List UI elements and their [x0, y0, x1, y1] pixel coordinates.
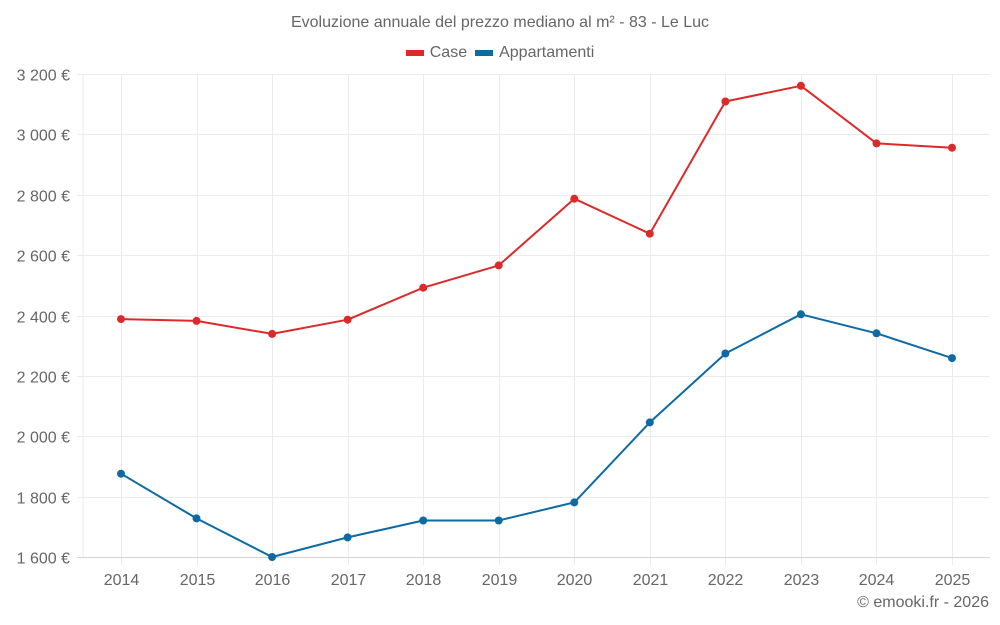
x-tick-label: 2021: [633, 572, 669, 589]
axes: 1 600 € 1 800 € 2 000 € 2 200 € 2 400 € 2 600…: [17, 68, 990, 589]
legend: Case Appartamenti: [0, 44, 1000, 62]
y-tick-label: 2 800 €: [17, 189, 70, 206]
x-tick-label: 2019: [482, 572, 518, 589]
data-point-case[interactable]: [570, 194, 579, 203]
chart-title: Evoluzione annuale del prezzo mediano al…: [290, 14, 710, 31]
legend-swatch-case: [405, 50, 424, 56]
data-point-appartamenti[interactable]: [872, 329, 881, 338]
y-tick-label: 2 200 €: [17, 370, 70, 387]
y-tick-label: 1 600 €: [17, 551, 70, 568]
data-point-case[interactable]: [872, 139, 881, 148]
series-case: [117, 81, 956, 338]
y-tick-label: 3 200 €: [17, 68, 70, 85]
x-tick-label: 2018: [406, 572, 442, 589]
series-appartamenti: [117, 310, 956, 561]
data-point-case[interactable]: [419, 283, 428, 292]
series-line-case: [120, 84, 953, 335]
data-point-appartamenti[interactable]: [721, 349, 730, 358]
data-point-appartamenti[interactable]: [570, 498, 579, 507]
grid: [77, 74, 990, 565]
x-tick-label: 2015: [180, 572, 216, 589]
y-tick-label: 1 800 €: [17, 491, 70, 508]
series: [117, 81, 956, 561]
x-tick-label: 2024: [859, 572, 895, 589]
legend-label-case: Case: [429, 44, 468, 61]
legend-item-case[interactable]: Case: [405, 44, 468, 62]
series-line-appartamenti: [120, 313, 953, 558]
legend-label-appartamenti: Appartamenti: [499, 44, 595, 61]
data-point-appartamenti[interactable]: [268, 553, 277, 561]
data-point-case[interactable]: [721, 97, 730, 106]
data-point-case[interactable]: [645, 229, 654, 238]
data-point-case[interactable]: [192, 316, 201, 325]
data-point-appartamenti[interactable]: [645, 418, 654, 427]
y-tick-label: 2 600 €: [17, 249, 70, 266]
x-tick-label: 2023: [784, 572, 820, 589]
y-tick-label: 3 000 €: [17, 128, 70, 145]
data-point-case[interactable]: [268, 329, 277, 338]
x-tick-label: 2022: [708, 572, 744, 589]
data-point-case[interactable]: [494, 261, 503, 270]
data-point-appartamenti[interactable]: [796, 310, 805, 319]
y-tick-label: 2 000 €: [17, 430, 70, 447]
data-point-appartamenti[interactable]: [192, 514, 201, 523]
data-point-case[interactable]: [343, 315, 352, 324]
data-point-appartamenti[interactable]: [494, 516, 503, 525]
x-tick-label: 2020: [557, 572, 593, 589]
data-point-appartamenti[interactable]: [948, 354, 956, 363]
legend-item-appartamenti[interactable]: Appartamenti: [475, 44, 594, 62]
data-point-appartamenti[interactable]: [419, 516, 428, 525]
x-tick-label: 2017: [331, 572, 367, 589]
data-point-appartamenti[interactable]: [343, 533, 352, 542]
data-point-case[interactable]: [796, 81, 805, 90]
data-point-case[interactable]: [948, 143, 956, 152]
y-tick-label: 2 400 €: [17, 310, 70, 327]
x-tick-label: 2025: [935, 572, 971, 589]
x-tick-label: 2014: [104, 572, 140, 589]
data-point-case[interactable]: [117, 315, 125, 324]
legend-swatch-appartamenti: [475, 50, 494, 56]
data-point-appartamenti[interactable]: [117, 469, 125, 478]
x-tick-label: 2016: [255, 572, 291, 589]
copyright-text: © emooki.fr - 2026: [857, 594, 989, 611]
